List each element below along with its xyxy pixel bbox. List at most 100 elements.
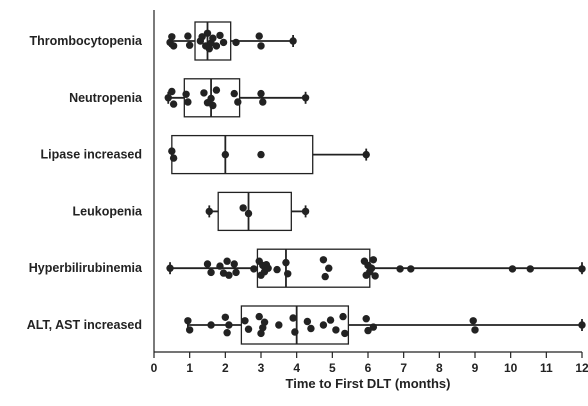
- data-point-neutropenia: [230, 89, 238, 98]
- data-point-hyperbilirubinemia: [273, 265, 281, 274]
- data-point-thrombocytopenia: [184, 32, 192, 40]
- data-point-hyperbilirubinemia: [508, 265, 517, 273]
- data-point-neutropenia: [257, 89, 265, 98]
- data-point-hyperbilirubinemia: [282, 258, 290, 267]
- data-point-alt-ast-increased: [257, 329, 265, 338]
- data-point-alt-ast-increased: [259, 324, 267, 332]
- data-point-neutropenia: [234, 98, 242, 106]
- data-point-hyperbilirubinemia: [207, 268, 215, 277]
- x-tick-label-7: 7: [400, 361, 407, 375]
- data-point-leukopenia: [301, 207, 310, 216]
- data-point-alt-ast-increased: [260, 318, 269, 326]
- box-leukopenia: [217, 191, 292, 232]
- data-point-hyperbilirubinemia: [325, 264, 333, 272]
- data-point-hyperbilirubinemia: [232, 268, 240, 277]
- data-point-alt-ast-increased: [223, 329, 231, 337]
- x-tick-label-9: 9: [472, 361, 479, 375]
- data-point-hyperbilirubinemia: [369, 256, 378, 264]
- data-point-alt-ast-increased: [241, 317, 249, 325]
- data-point-lipase-increased: [169, 154, 178, 162]
- x-tick-label-6: 6: [365, 361, 372, 375]
- data-point-thrombocytopenia: [289, 37, 297, 45]
- x-tick-label-3: 3: [258, 361, 265, 375]
- data-point-thrombocytopenia: [216, 31, 224, 40]
- data-point-hyperbilirubinemia: [225, 271, 233, 279]
- data-point-alt-ast-increased: [326, 316, 335, 324]
- data-point-alt-ast-increased: [578, 321, 586, 329]
- data-point-neutropenia: [184, 98, 192, 106]
- x-tick-label-12: 12: [575, 361, 588, 375]
- data-point-alt-ast-increased: [291, 328, 299, 336]
- category-label-layer: Thrombocytopenia Neutropenia Lipase increa…: [27, 34, 143, 332]
- category-label-lipase-increased: Lipase increased: [41, 148, 142, 162]
- data-point-lipase-increased: [221, 150, 230, 159]
- data-point-hyperbilirubinemia: [371, 272, 379, 280]
- x-tick-label-0: 0: [151, 361, 158, 375]
- data-point-alt-ast-increased: [303, 317, 312, 326]
- data-point-alt-ast-increased: [341, 329, 349, 338]
- data-point-alt-ast-increased: [469, 317, 477, 325]
- box-lipase-increased: [171, 134, 314, 175]
- data-point-alt-ast-increased: [364, 326, 372, 335]
- x-tick-label-4: 4: [293, 361, 300, 375]
- data-point-lipase-increased: [257, 150, 265, 159]
- data-point-hyperbilirubinemia: [203, 260, 212, 268]
- data-point-alt-ast-increased: [471, 326, 479, 334]
- data-point-alt-ast-increased: [319, 321, 328, 329]
- x-tick-label-8: 8: [436, 361, 443, 375]
- x-tick-label-2: 2: [222, 361, 229, 375]
- x-tick-label-1: 1: [186, 361, 193, 375]
- data-point-neutropenia: [182, 90, 190, 99]
- data-point-thrombocytopenia: [198, 33, 206, 41]
- data-point-hyperbilirubinemia: [396, 265, 404, 273]
- data-point-hyperbilirubinemia: [578, 265, 586, 273]
- data-point-hyperbilirubinemia: [367, 264, 376, 272]
- category-label-leukopenia: Leukopenia: [73, 204, 144, 218]
- data-point-hyperbilirubinemia: [264, 264, 272, 272]
- data-point-thrombocytopenia: [232, 38, 240, 47]
- data-point-hyperbilirubinemia: [223, 257, 231, 265]
- data-point-alt-ast-increased: [185, 326, 194, 334]
- x-tick-layer: 0 1 2 3 4 5 6 7 8 9 10 11 12: [151, 352, 588, 375]
- data-point-thrombocytopenia: [212, 42, 221, 50]
- data-point-alt-ast-increased: [221, 313, 230, 321]
- data-point-neutropenia: [207, 94, 215, 103]
- data-point-hyperbilirubinemia: [321, 272, 329, 281]
- data-point-hyperbilirubinemia: [407, 265, 415, 273]
- data-point-neutropenia: [209, 101, 217, 110]
- box-alt-ast-increased: [240, 305, 350, 345]
- category-label-neutropenia: Neutropenia: [69, 91, 143, 105]
- data-point-hyperbilirubinemia: [216, 262, 224, 270]
- data-point-alt-ast-increased: [184, 317, 192, 325]
- data-point-alt-ast-increased: [275, 321, 283, 329]
- data-point-hyperbilirubinemia: [250, 265, 258, 273]
- data-point-thrombocytopenia: [185, 41, 194, 49]
- data-point-hyperbilirubinemia: [526, 265, 534, 273]
- data-point-alt-ast-increased: [307, 324, 315, 333]
- data-point-neutropenia: [301, 94, 310, 102]
- data-point-neutropenia: [164, 94, 172, 102]
- data-point-thrombocytopenia: [168, 33, 176, 41]
- data-point-leukopenia: [244, 209, 253, 218]
- data-point-alt-ast-increased: [207, 321, 215, 329]
- data-point-alt-ast-increased: [369, 323, 378, 331]
- data-point-alt-ast-increased: [255, 312, 263, 321]
- data-point-neutropenia: [169, 100, 178, 108]
- x-axis: 0 1 2 3 4 5 6 7 8 9 10 11 12 Time to First DLT (mont…: [151, 10, 588, 391]
- data-point-thrombocytopenia: [169, 42, 178, 50]
- data-point-hyperbilirubinemia: [284, 270, 292, 278]
- data-point-lipase-increased: [362, 150, 370, 159]
- data-point-alt-ast-increased: [244, 325, 253, 333]
- data-point-thrombocytopenia: [255, 32, 263, 40]
- x-tick-label-11: 11: [540, 361, 553, 375]
- data-point-thrombocytopenia: [219, 38, 228, 47]
- plot-layer: [164, 21, 586, 345]
- data-point-lipase-increased: [168, 147, 176, 155]
- x-axis-label: Time to First DLT (months): [286, 376, 451, 391]
- x-tick-label-10: 10: [504, 361, 518, 375]
- data-point-leukopenia: [205, 207, 213, 216]
- data-point-alt-ast-increased: [332, 326, 340, 334]
- category-label-hyperbilirubinemia: Hyperbilirubinemia: [29, 261, 143, 275]
